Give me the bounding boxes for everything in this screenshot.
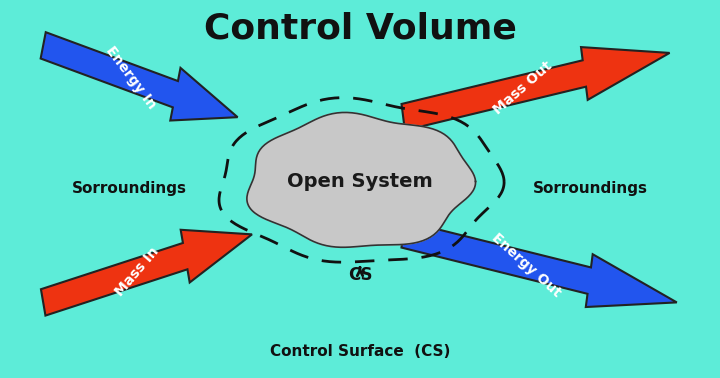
Text: Open System: Open System	[287, 172, 433, 191]
Polygon shape	[402, 221, 677, 307]
Polygon shape	[402, 47, 670, 130]
Polygon shape	[41, 230, 252, 316]
Text: Control Surface  (CS): Control Surface (CS)	[270, 344, 450, 359]
Text: Mass In: Mass In	[112, 245, 162, 299]
Text: CS: CS	[348, 266, 372, 285]
Text: Energy Out: Energy Out	[489, 230, 564, 300]
Text: Mass Out: Mass Out	[491, 59, 555, 118]
Text: Sorroundings: Sorroundings	[533, 181, 648, 197]
Polygon shape	[40, 32, 238, 121]
Text: Control Volume: Control Volume	[204, 11, 516, 45]
Polygon shape	[247, 112, 475, 247]
Text: Energy In: Energy In	[103, 43, 158, 112]
Text: Sorroundings: Sorroundings	[72, 181, 187, 197]
